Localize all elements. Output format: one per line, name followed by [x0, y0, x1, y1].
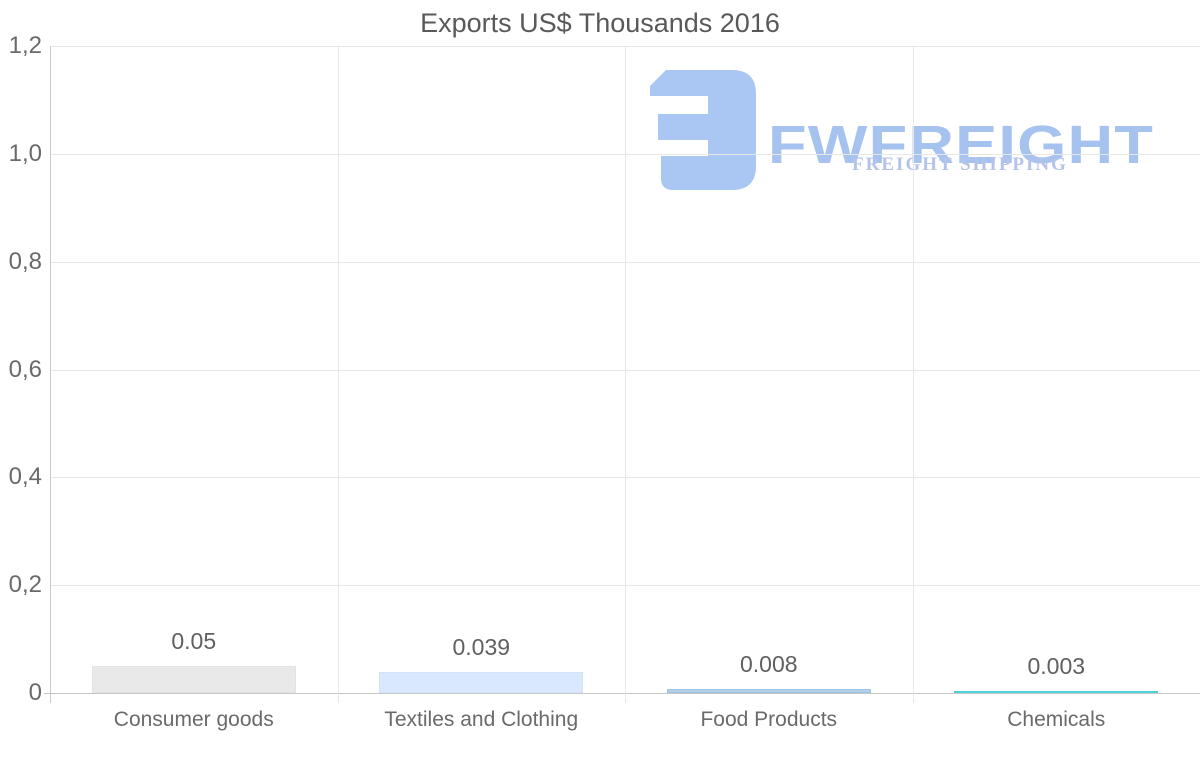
- category-label: Consumer goods: [113, 708, 274, 731]
- bar: [954, 691, 1159, 693]
- y-tick-label: 0,8: [8, 247, 42, 275]
- watermark-logo: FWFREIGHT FREIGHT SHIPPING: [648, 70, 1168, 200]
- category-label: Chemicals: [1007, 708, 1106, 731]
- x-axis-line: [44, 693, 1200, 694]
- chart-title: Exports US$ Thousands 2016: [420, 8, 780, 38]
- y-tick-label: 0,2: [8, 571, 42, 599]
- bar: [666, 689, 871, 693]
- gridline-v: [337, 46, 339, 703]
- watermark-tagline-text: FREIGHT SHIPPING: [852, 154, 1068, 175]
- y-tick-label: 0: [28, 679, 42, 706]
- logo-mark-shape: [650, 70, 756, 190]
- bar-value-label: 0.003: [1027, 653, 1086, 679]
- bar: [379, 672, 584, 693]
- y-tick-label: 0,6: [8, 355, 42, 383]
- y-tick-label: 1,0: [8, 139, 42, 167]
- watermark-brand-text: FWFREIGHT: [768, 115, 1155, 175]
- category-label: Textiles and Clothing: [384, 708, 579, 731]
- bar: [91, 666, 296, 693]
- gridline-v: [912, 46, 914, 703]
- y-tick-label: 1,2: [8, 32, 42, 59]
- bar-value-label: 0.05: [171, 628, 217, 654]
- y-axis-line: [50, 46, 51, 703]
- gridline-v: [625, 46, 626, 703]
- y-tick-label: 0,4: [8, 463, 42, 491]
- category-label: Food Products: [700, 708, 838, 731]
- bar-value-label: 0.008: [739, 651, 798, 677]
- bar-value-label: 0.039: [452, 634, 511, 660]
- logo-mark-icon: [650, 70, 756, 190]
